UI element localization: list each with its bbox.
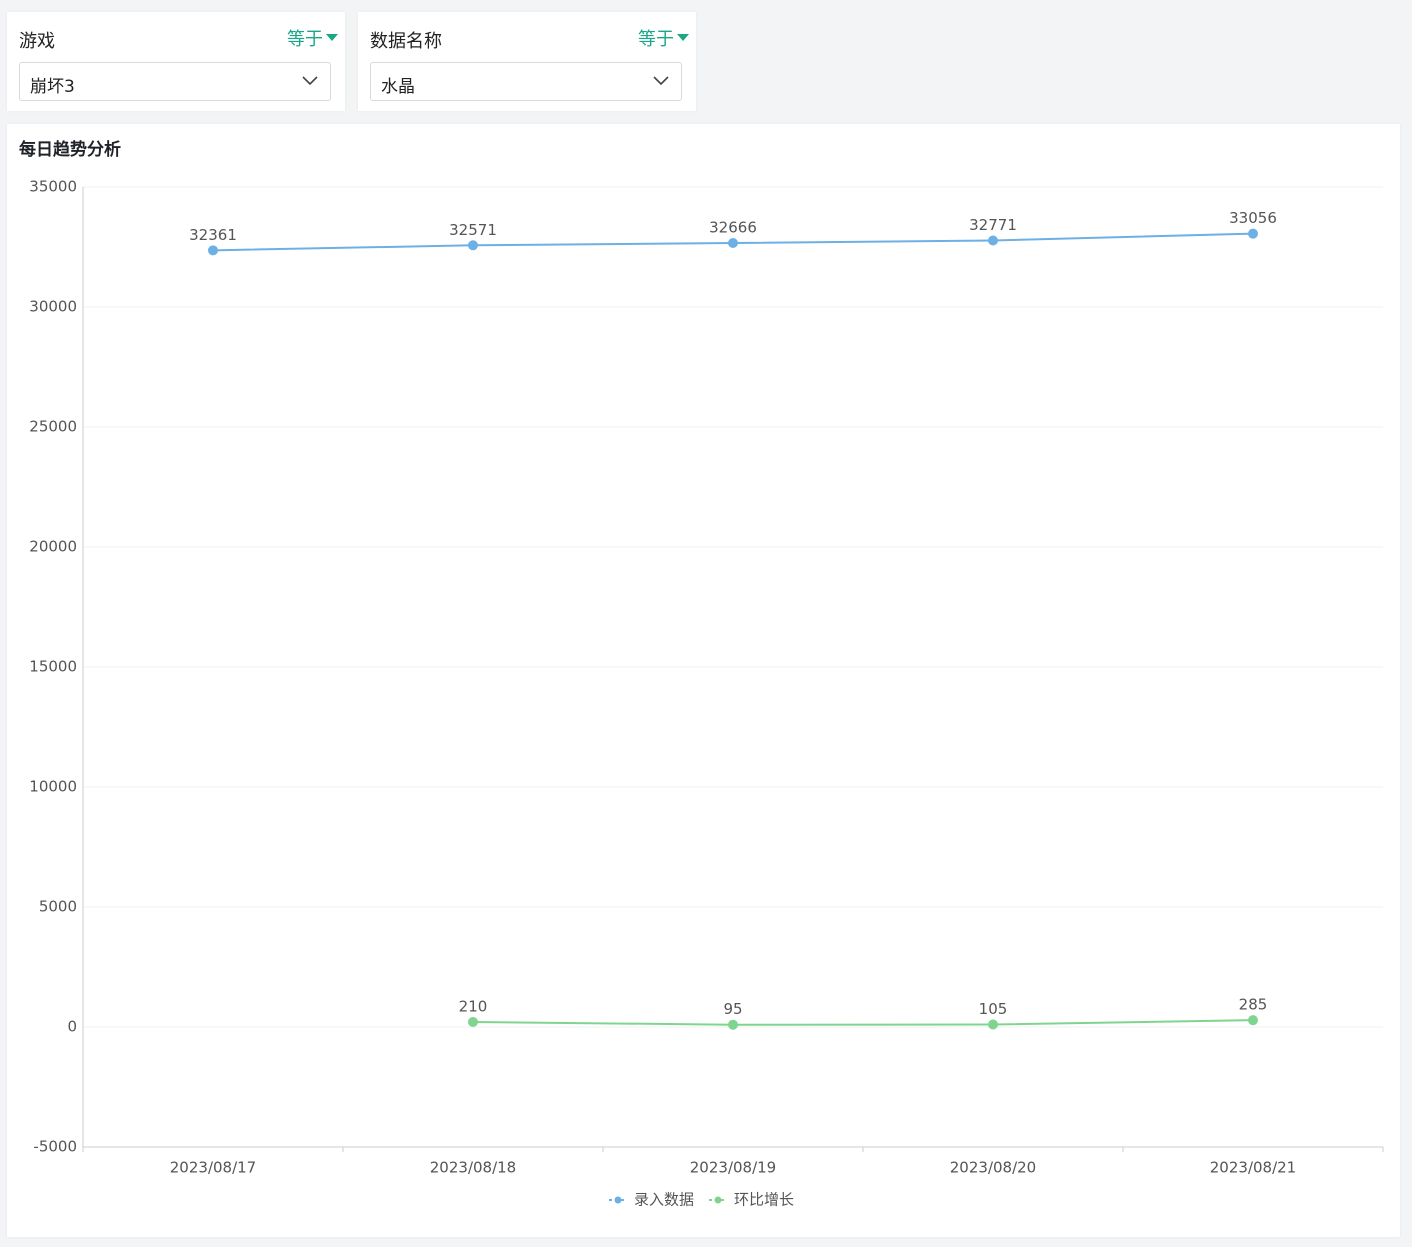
chevron [302, 76, 318, 86]
y-tick-label: 20000 [29, 538, 77, 556]
filter-label: 数据名称 [370, 31, 442, 52]
data-point [1248, 1015, 1258, 1026]
filter-operator[interactable]: 等于 [287, 29, 323, 50]
series-line [472, 1019, 1254, 1026]
data-label: 32666 [709, 219, 757, 237]
data-label: 105 [979, 1000, 1008, 1018]
data-label: 32571 [449, 221, 497, 239]
data-point [728, 1019, 738, 1030]
y-tick-label: 15000 [29, 658, 77, 676]
y-tick-label: 35000 [29, 178, 77, 196]
data-point [208, 245, 218, 256]
filter-card: 游戏 等于 崩坏3 [7, 12, 345, 111]
data-point [1248, 228, 1258, 239]
y-tick-label: 30000 [29, 298, 77, 316]
select-value: 崩坏3 [30, 77, 75, 97]
data-label: 32361 [189, 226, 237, 244]
y-tick-label: 25000 [29, 418, 77, 436]
data-point [988, 235, 998, 246]
legend-label[interactable]: 录入数据 [634, 1191, 694, 1209]
y-tick-label: 5000 [39, 898, 77, 916]
operator-arrow [326, 34, 338, 41]
x-tick-label: 2023/08/20 [950, 1159, 1036, 1177]
data-label: 33056 [1229, 209, 1277, 227]
data-label: 32771 [969, 216, 1017, 234]
data-point [728, 238, 738, 249]
legend-marker [714, 1196, 722, 1204]
filter-operator[interactable]: 等于 [638, 29, 674, 50]
filter-select[interactable]: 崩坏3 [19, 62, 331, 101]
data-label: 210 [459, 997, 488, 1015]
x-tick-label: 2023/08/21 [1210, 1159, 1296, 1177]
chart-card: 每日趋势分析 -5000 0 5000 10000 15000 20000 25000 300… [7, 124, 1400, 1237]
y-tick-label: -5000 [33, 1138, 77, 1156]
y-tick-label: 0 [67, 1018, 77, 1036]
data-point [468, 240, 478, 251]
operator-arrow [677, 34, 689, 41]
x-tick-label: 2023/08/18 [430, 1159, 516, 1177]
select-value: 水晶 [381, 77, 415, 97]
x-tick-label: 2023/08/17 [170, 1159, 256, 1177]
chart-title: 每日趋势分析 [19, 139, 121, 160]
y-tick-label: 10000 [29, 778, 77, 796]
data-point [468, 1016, 478, 1027]
filter-card: 数据名称 等于 水晶 [358, 12, 696, 111]
data-label: 95 [723, 1000, 742, 1018]
data-label: 285 [1239, 996, 1268, 1014]
filter-label: 游戏 [19, 31, 55, 52]
chart: 每日趋势分析 -5000 0 5000 10000 15000 20000 25000 300… [19, 139, 1384, 1209]
filter-select[interactable]: 水晶 [370, 62, 682, 101]
legend-marker [614, 1196, 622, 1204]
x-tick-label: 2023/08/19 [690, 1159, 776, 1177]
legend-label[interactable]: 环比增长 [734, 1191, 794, 1209]
data-point [988, 1019, 998, 1030]
chevron [653, 76, 669, 86]
